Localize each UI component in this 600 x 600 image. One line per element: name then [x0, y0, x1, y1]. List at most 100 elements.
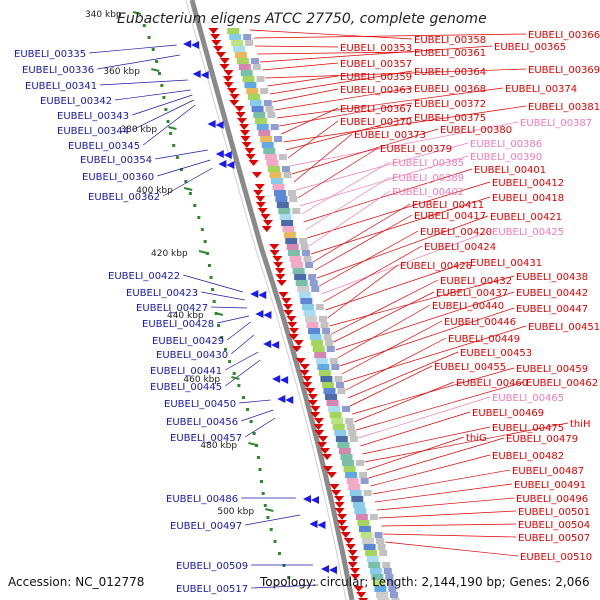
left-gene-label[interactable]: EUBELI_00441	[150, 366, 222, 377]
right-gene-label[interactable]: EUBELI_00369	[528, 65, 600, 76]
right-gene-label[interactable]: EUBELI_00487	[512, 466, 584, 477]
left-gene-label[interactable]: EUBELI_00423	[126, 288, 198, 299]
right-gene-label[interactable]: EUBELI_00425	[492, 227, 564, 238]
left-gene-label[interactable]: EUBELI_00336	[22, 65, 94, 76]
right-gene-label[interactable]: EUBELI_00358	[414, 35, 486, 46]
left-gene-label[interactable]: EUBELI_00341	[25, 81, 97, 92]
right-gene-label[interactable]: EUBELI_00504	[518, 520, 590, 531]
left-gene-label[interactable]: EUBELI_00335	[14, 49, 86, 60]
right-gene-label[interactable]: EUBELI_00386	[470, 139, 542, 150]
left-gene-label[interactable]: EUBELI_00344	[57, 126, 129, 137]
gc-skew-dots	[142, 24, 291, 579]
right-gene-label[interactable]: EUBELI_00491	[514, 480, 586, 491]
right-gene-label[interactable]: EUBELI_00431	[470, 258, 542, 269]
right-gene-label[interactable]: EUBELI_00418	[492, 193, 564, 204]
right-gene-label[interactable]: EUBELI_00368	[414, 84, 486, 95]
position-tick-label: 380 kbp	[120, 125, 157, 135]
left-gene-label[interactable]: EUBELI_00457	[170, 433, 242, 444]
right-gene-label[interactable]: EUBELI_00465	[492, 393, 564, 404]
right-gene-label[interactable]: EUBELI_00440	[432, 301, 504, 312]
right-gene-label[interactable]: EUBELI_00426	[400, 261, 472, 272]
right-gene-label[interactable]: EUBELI_00459	[516, 364, 588, 375]
right-gene-label[interactable]: EUBELI_00417	[414, 211, 486, 222]
right-gene-label[interactable]: EUBELI_00437	[436, 288, 508, 299]
right-gene-label[interactable]: EUBELI_00389	[392, 173, 464, 184]
right-label-connectors	[249, 29, 569, 557]
right-gene-label[interactable]: EUBELI_00373	[354, 130, 426, 141]
right-gene-label[interactable]: EUBELI_00385	[392, 158, 464, 169]
position-tick-label: 440 kbp	[167, 311, 204, 321]
left-gene-label[interactable]: EUBELI_00445	[150, 382, 222, 393]
left-gene-label[interactable]: EUBELI_00486	[166, 494, 238, 505]
left-gene-label[interactable]: EUBELI_00428	[142, 319, 214, 330]
position-tick-label: 460 kbp	[183, 375, 220, 385]
left-gene-label[interactable]: EUBELI_00354	[80, 155, 152, 166]
right-gene-label[interactable]: EUBELI_00372	[414, 99, 486, 110]
right-gene-label[interactable]: EUBELI_00424	[424, 242, 496, 253]
right-gene-label[interactable]: EUBELI_00363	[340, 85, 412, 96]
right-gene-label[interactable]: EUBELI_00390	[470, 152, 542, 163]
right-gene-label[interactable]: EUBELI_00374	[505, 84, 577, 95]
left-gene-label[interactable]: EUBELI_00345	[68, 141, 140, 152]
right-gene-label[interactable]: EUBELI_00453	[460, 348, 532, 359]
right-gene-label[interactable]: EUBELI_00357	[340, 59, 412, 70]
left-gene-label[interactable]: EUBELI_00430	[156, 350, 228, 361]
genome-backbone-arc	[189, 0, 355, 600]
right-gene-label[interactable]: EUBELI_00381	[528, 102, 600, 113]
right-gene-label[interactable]: EUBELI_00387	[520, 118, 592, 129]
genome-summary-text: Topology: circular; Length: 2,144,190 bp…	[259, 575, 590, 589]
right-gene-label[interactable]: EUBELI_00412	[492, 178, 564, 189]
right-gene-label[interactable]: EUBELI_00446	[444, 317, 516, 328]
right-gene-label[interactable]: EUBELI_00361	[414, 48, 486, 59]
right-gene-label[interactable]: EUBELI_00510	[520, 552, 592, 563]
right-gene-label[interactable]: EUBELI_00375	[414, 113, 486, 124]
left-gene-label[interactable]: EUBELI_00429	[152, 336, 224, 347]
right-gene-label[interactable]: EUBELI_00379	[380, 144, 452, 155]
right-gene-label[interactable]: EUBELI_00420	[420, 227, 492, 238]
right-gene-label[interactable]: EUBELI_00370	[340, 117, 412, 128]
right-gene-label[interactable]: EUBELI_00364	[414, 67, 486, 78]
right-gene-label[interactable]: EUBELI_00442	[516, 288, 588, 299]
right-gene-label[interactable]: EUBELI_00475	[492, 423, 564, 434]
right-gene-label[interactable]: EUBELI_00455	[434, 362, 506, 373]
right-gene-label[interactable]: EUBELI_00380	[440, 125, 512, 136]
right-gene-label[interactable]: EUBELI_00496	[516, 494, 588, 505]
right-gene-label[interactable]: EUBELI_00402	[392, 187, 464, 198]
left-gene-label[interactable]: EUBELI_00343	[57, 111, 129, 122]
right-gene-label[interactable]: EUBELI_00479	[506, 434, 578, 445]
right-gene-label[interactable]: thiH	[570, 419, 591, 430]
left-gene-label[interactable]: EUBELI_00450	[164, 399, 236, 410]
right-gene-label[interactable]: EUBELI_00482	[492, 451, 564, 462]
right-gene-label[interactable]: EUBELI_00365	[494, 42, 566, 53]
left-gene-label[interactable]: EUBELI_00517	[176, 584, 248, 595]
left-gene-label[interactable]: EUBELI_00362	[88, 192, 160, 203]
left-gene-label[interactable]: EUBELI_00427	[136, 303, 208, 314]
left-gene-label[interactable]: EUBELI_00360	[82, 172, 154, 183]
right-gene-label[interactable]: EUBELI_00353	[340, 43, 412, 54]
feature-tracks	[183, 28, 400, 600]
left-gene-label[interactable]: EUBELI_00422	[108, 271, 180, 282]
left-gene-label[interactable]: EUBELI_00456	[166, 417, 238, 428]
right-gene-label[interactable]: EUBELI_00460	[456, 378, 528, 389]
right-gene-label[interactable]: EUBELI_00366	[528, 30, 600, 41]
left-gene-label[interactable]: EUBELI_00342	[40, 96, 112, 107]
right-gene-label[interactable]: EUBELI_00449	[448, 334, 520, 345]
left-gene-label[interactable]: EUBELI_00509	[176, 561, 248, 572]
right-gene-label[interactable]: EUBELI_00507	[518, 533, 590, 544]
right-gene-label[interactable]: EUBELI_00451	[528, 322, 600, 333]
left-gene-label[interactable]: EUBELI_00497	[170, 521, 242, 532]
right-gene-label[interactable]: EUBELI_00411	[412, 200, 484, 211]
right-gene-label[interactable]: EUBELI_00359	[340, 72, 412, 83]
right-gene-label[interactable]: EUBELI_00462	[526, 378, 598, 389]
right-gene-label[interactable]: EUBELI_00438	[516, 272, 588, 283]
right-gene-label[interactable]: EUBELI_00447	[516, 304, 588, 315]
right-gene-label[interactable]: EUBELI_00421	[490, 212, 562, 223]
right-gene-label[interactable]: EUBELI_00401	[474, 165, 546, 176]
right-gene-label[interactable]: thiG	[466, 433, 487, 444]
right-gene-label[interactable]: EUBELI_00469	[472, 408, 544, 419]
right-gene-label[interactable]: EUBELI_00501	[518, 507, 590, 518]
right-gene-label[interactable]: EUBELI_00367	[340, 104, 412, 115]
right-gene-label[interactable]: EUBELI_00432	[440, 276, 512, 287]
